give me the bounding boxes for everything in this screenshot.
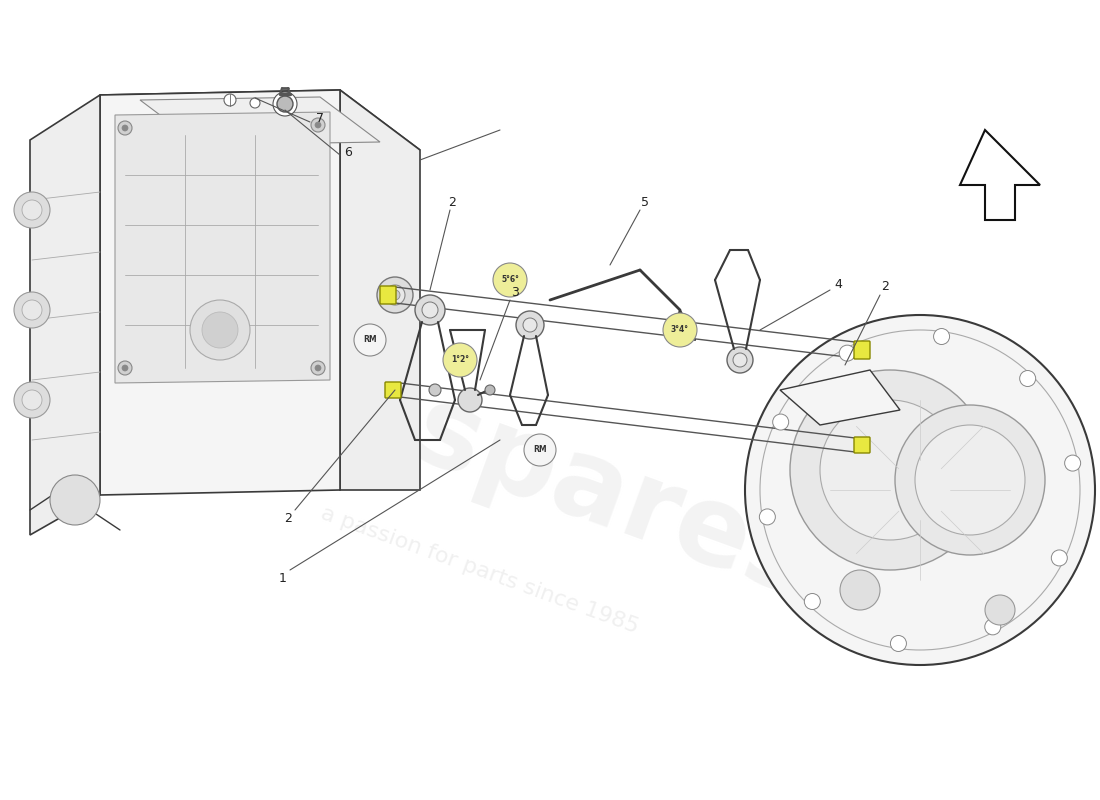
Polygon shape [340, 90, 420, 490]
Circle shape [122, 125, 128, 131]
FancyBboxPatch shape [385, 382, 402, 398]
Circle shape [311, 118, 324, 132]
Circle shape [984, 595, 1015, 625]
Circle shape [828, 388, 852, 412]
Circle shape [390, 290, 400, 300]
Circle shape [422, 302, 438, 318]
Circle shape [118, 121, 132, 135]
Circle shape [745, 315, 1094, 665]
Circle shape [14, 192, 50, 228]
Circle shape [14, 382, 50, 418]
Circle shape [772, 414, 789, 430]
Text: 4: 4 [834, 278, 842, 291]
Circle shape [663, 313, 697, 347]
Circle shape [790, 370, 990, 570]
Polygon shape [116, 112, 330, 383]
Circle shape [984, 619, 1001, 635]
Circle shape [429, 384, 441, 396]
Circle shape [202, 312, 238, 348]
Text: 2: 2 [284, 511, 292, 525]
Text: 2: 2 [448, 195, 455, 209]
Text: 7: 7 [316, 113, 324, 126]
FancyBboxPatch shape [854, 437, 870, 453]
Circle shape [522, 318, 537, 332]
Circle shape [485, 385, 495, 395]
Text: eurospares: eurospares [132, 279, 828, 621]
Circle shape [250, 98, 260, 108]
Circle shape [443, 343, 477, 377]
Circle shape [190, 300, 250, 360]
Circle shape [354, 324, 386, 356]
Circle shape [493, 263, 527, 297]
Circle shape [458, 388, 482, 412]
Polygon shape [780, 370, 900, 425]
Circle shape [22, 390, 42, 410]
FancyBboxPatch shape [854, 341, 870, 359]
Circle shape [890, 635, 906, 651]
Text: RM: RM [363, 335, 377, 345]
Circle shape [524, 434, 556, 466]
Circle shape [1020, 370, 1036, 386]
Circle shape [516, 311, 544, 339]
Circle shape [22, 300, 42, 320]
Circle shape [1065, 455, 1080, 471]
Circle shape [839, 345, 855, 361]
Circle shape [915, 425, 1025, 535]
Text: 5°6°: 5°6° [502, 275, 519, 285]
Circle shape [118, 361, 132, 375]
Circle shape [224, 94, 236, 106]
Text: 3°4°: 3°4° [671, 326, 689, 334]
Circle shape [727, 347, 754, 373]
Circle shape [840, 570, 880, 610]
Text: 2: 2 [881, 281, 889, 294]
Circle shape [122, 365, 128, 371]
Circle shape [277, 96, 293, 112]
Circle shape [311, 361, 324, 375]
Circle shape [1052, 550, 1067, 566]
Text: 3: 3 [512, 286, 519, 298]
Polygon shape [30, 95, 100, 535]
Text: 1: 1 [279, 571, 287, 585]
Circle shape [934, 329, 949, 345]
FancyBboxPatch shape [379, 286, 396, 304]
Circle shape [895, 405, 1045, 555]
Circle shape [50, 475, 100, 525]
Polygon shape [140, 97, 379, 145]
Circle shape [804, 594, 821, 610]
Text: 1°2°: 1°2° [451, 355, 469, 365]
Circle shape [273, 92, 297, 116]
Circle shape [385, 285, 405, 305]
Circle shape [415, 295, 446, 325]
Text: 5: 5 [641, 195, 649, 209]
Circle shape [759, 509, 775, 525]
Circle shape [733, 353, 747, 367]
Polygon shape [960, 130, 1040, 220]
Text: 6: 6 [344, 146, 352, 158]
Circle shape [315, 365, 321, 371]
Polygon shape [100, 90, 420, 155]
Circle shape [14, 292, 50, 328]
Circle shape [820, 400, 960, 540]
Text: a passion for parts since 1985: a passion for parts since 1985 [318, 503, 641, 637]
Text: RM: RM [534, 446, 547, 454]
Polygon shape [100, 90, 340, 495]
Circle shape [22, 200, 42, 220]
Circle shape [377, 277, 412, 313]
Circle shape [315, 122, 321, 128]
